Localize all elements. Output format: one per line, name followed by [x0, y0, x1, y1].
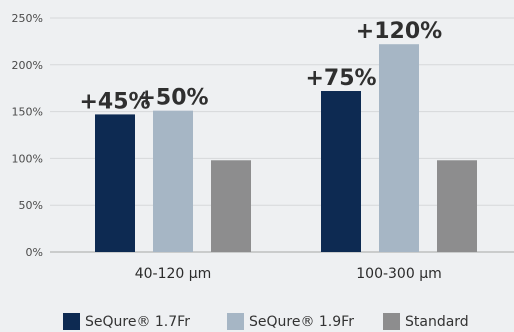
y-axis: 0% 50% 100% 150% 200% 250% — [12, 12, 43, 259]
y-tick-label: 150% — [12, 106, 43, 119]
data-labels: +45%+50% +75% +120% — [79, 19, 442, 114]
x-category-label: 40-120 µm — [135, 266, 212, 282]
bars — [95, 44, 477, 253]
y-tick-label: 50% — [19, 199, 43, 212]
legend-swatch — [227, 313, 244, 330]
legend-swatch — [383, 313, 400, 330]
legend-item-sequre-1-9fr: SeQure® 1.9Fr — [227, 311, 354, 332]
legend-item-sequre-1-7fr: SeQure® 1.7Fr — [63, 311, 190, 332]
y-tick-label: 100% — [12, 152, 43, 165]
legend: SeQure® 1.7Fr SeQure® 1.9Fr Standard — [0, 311, 514, 332]
data-label: +75% — [305, 66, 376, 91]
bar-chart: 0%50%100%150%200%250% +45%+50%+75%+120% … — [12, 12, 514, 282]
legend-label: SeQure® 1.7Fr — [85, 313, 190, 330]
x-axis: 40-120 µm 100-300 µm — [135, 266, 442, 282]
bar — [153, 110, 193, 252]
data-label: +45% — [79, 89, 150, 114]
data-label: +50% — [137, 86, 208, 111]
bar — [211, 160, 251, 252]
bar — [321, 91, 361, 253]
x-category-label: 100-300 µm — [356, 266, 442, 282]
bar — [379, 44, 419, 252]
legend-swatch — [63, 313, 80, 330]
data-label: +120% — [356, 19, 442, 44]
y-tick-label: 0% — [26, 246, 43, 259]
legend-label: SeQure® 1.9Fr — [249, 313, 354, 330]
bar — [95, 114, 135, 253]
bar — [437, 160, 477, 252]
legend-label: Standard — [405, 313, 469, 330]
y-tick-label: 250% — [12, 12, 43, 25]
legend-item-standard: Standard — [383, 311, 469, 332]
y-tick-label: 200% — [12, 59, 43, 72]
